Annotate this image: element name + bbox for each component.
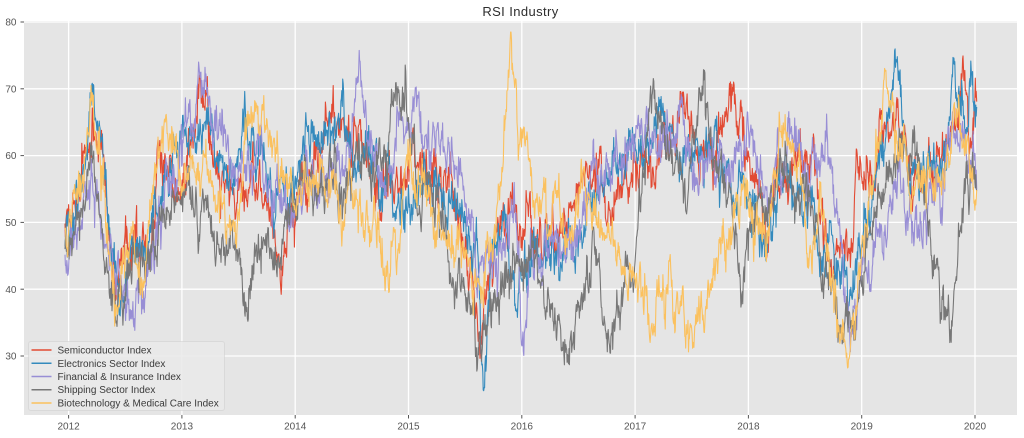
svg-text:Biotechnology & Medical Care I: Biotechnology & Medical Care Index <box>58 399 219 410</box>
svg-text:2013: 2013 <box>171 422 194 433</box>
svg-text:Shipping Sector Index: Shipping Sector Index <box>58 385 156 396</box>
svg-text:2015: 2015 <box>397 422 420 433</box>
svg-text:2012: 2012 <box>57 422 80 433</box>
svg-text:80: 80 <box>5 18 17 29</box>
svg-text:Financial & Insurance Index: Financial & Insurance Index <box>58 372 181 383</box>
svg-text:70: 70 <box>5 84 17 95</box>
svg-text:Electronics Sector Index: Electronics Sector Index <box>58 359 166 370</box>
svg-text:Semiconductor Index: Semiconductor Index <box>58 346 152 357</box>
svg-text:40: 40 <box>5 285 17 296</box>
svg-text:2020: 2020 <box>964 422 987 433</box>
svg-text:2016: 2016 <box>511 422 534 433</box>
svg-text:2017: 2017 <box>624 422 647 433</box>
svg-text:RSI Industry: RSI Industry <box>482 4 558 19</box>
svg-text:50: 50 <box>5 218 17 229</box>
svg-text:60: 60 <box>5 151 17 162</box>
svg-text:30: 30 <box>5 352 17 363</box>
svg-text:2019: 2019 <box>851 422 874 433</box>
svg-text:2014: 2014 <box>284 422 307 433</box>
svg-text:2018: 2018 <box>737 422 760 433</box>
